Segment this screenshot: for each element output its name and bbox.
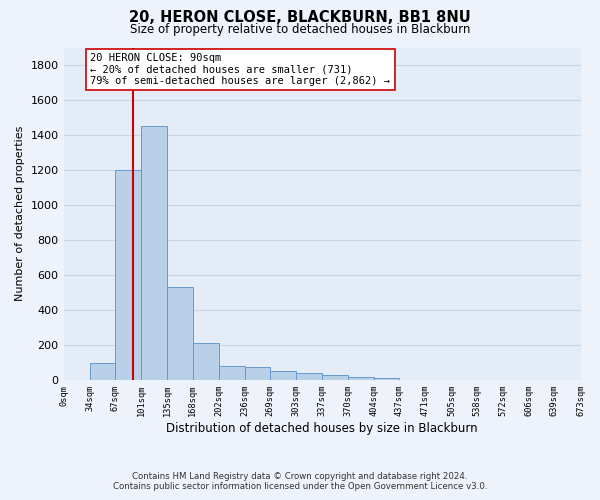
Text: Size of property relative to detached houses in Blackburn: Size of property relative to detached ho… — [130, 22, 470, 36]
Bar — [322, 375, 348, 380]
Bar — [270, 372, 296, 380]
X-axis label: Distribution of detached houses by size in Blackburn: Distribution of detached houses by size … — [166, 422, 478, 435]
Bar — [115, 170, 141, 380]
Text: 20, HERON CLOSE, BLACKBURN, BB1 8NU: 20, HERON CLOSE, BLACKBURN, BB1 8NU — [129, 10, 471, 25]
Bar — [167, 288, 193, 380]
Y-axis label: Number of detached properties: Number of detached properties — [15, 126, 25, 302]
Bar — [141, 126, 167, 380]
Text: Contains HM Land Registry data © Crown copyright and database right 2024.
Contai: Contains HM Land Registry data © Crown c… — [113, 472, 487, 491]
Bar — [193, 344, 219, 380]
Bar — [374, 378, 399, 380]
Bar — [219, 366, 245, 380]
Bar — [296, 373, 322, 380]
Bar — [348, 376, 374, 380]
Bar — [89, 362, 115, 380]
Text: 20 HERON CLOSE: 90sqm
← 20% of detached houses are smaller (731)
79% of semi-det: 20 HERON CLOSE: 90sqm ← 20% of detached … — [91, 53, 391, 86]
Bar — [245, 367, 270, 380]
